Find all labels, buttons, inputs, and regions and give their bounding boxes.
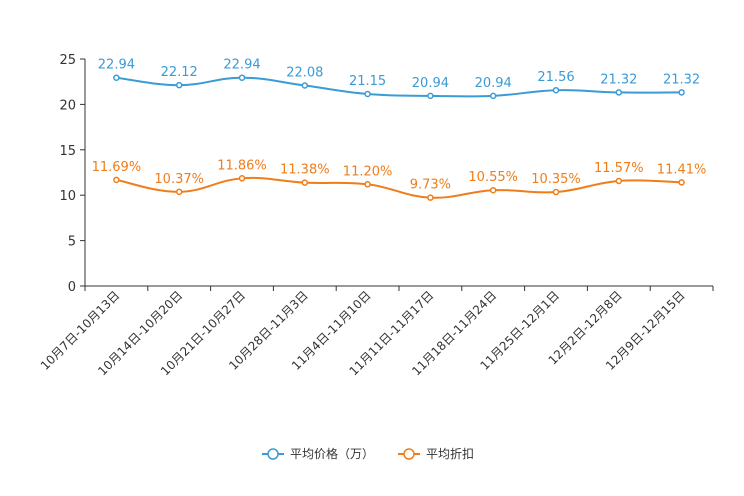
data-point[interactable] xyxy=(301,179,309,186)
legend-label: 平均折扣 xyxy=(426,446,474,461)
data-label: 20.94 xyxy=(475,76,512,91)
data-labels: 22.94 22.12 22.94 22.08 21.15 20.94 20.94 21.56… xyxy=(92,58,707,193)
data-point[interactable] xyxy=(364,181,371,188)
y-tick-label: 0 xyxy=(68,280,76,295)
data-label: 22.94 xyxy=(98,58,135,73)
data-point[interactable] xyxy=(678,179,685,186)
data-point[interactable] xyxy=(489,186,497,194)
data-label: 11.38% xyxy=(280,163,330,178)
y-tick-label: 20 xyxy=(59,98,76,113)
data-label: 10.35% xyxy=(531,172,581,187)
series-line-1 xyxy=(116,76,682,98)
data-point[interactable] xyxy=(238,175,246,182)
axes: 051015202510月7日-10月13日10月14日-10月20日10月21… xyxy=(38,53,714,378)
data-point[interactable] xyxy=(175,188,183,196)
data-label: 11.20% xyxy=(343,164,393,179)
data-label: 9.73% xyxy=(410,178,451,193)
legend-item-1[interactable]: 平均价格（万） xyxy=(262,446,374,461)
data-label: 20.94 xyxy=(412,76,449,91)
data-point[interactable] xyxy=(427,194,434,201)
data-point[interactable] xyxy=(113,74,120,81)
data-label: 22.94 xyxy=(223,58,260,73)
data-label: 11.86% xyxy=(217,158,267,173)
data-point[interactable] xyxy=(301,82,309,89)
data-point[interactable] xyxy=(552,86,560,94)
data-point[interactable] xyxy=(552,188,560,196)
data-label: 21.32 xyxy=(600,72,637,87)
data-point[interactable] xyxy=(678,89,685,96)
series-line-2 xyxy=(116,176,682,199)
data-point[interactable] xyxy=(175,81,183,89)
legend-label: 平均价格（万） xyxy=(290,446,374,461)
data-point[interactable] xyxy=(364,90,371,98)
data-label: 10.37% xyxy=(154,172,204,187)
legend-item-2[interactable]: 平均折扣 xyxy=(398,446,474,461)
data-point[interactable] xyxy=(427,92,434,100)
data-label: 21.15 xyxy=(349,74,386,89)
legend-marker-icon xyxy=(267,448,279,460)
legend[interactable]: 平均价格（万） 平均折扣 xyxy=(262,446,474,461)
data-label: 11.41% xyxy=(657,162,707,177)
y-tick-label: 25 xyxy=(59,53,76,68)
data-point[interactable] xyxy=(489,92,497,100)
data-label: 11.57% xyxy=(594,161,644,176)
data-point[interactable] xyxy=(615,177,623,185)
data-label: 21.32 xyxy=(663,72,700,87)
data-point[interactable] xyxy=(238,74,246,81)
data-label: 22.12 xyxy=(161,65,198,80)
data-label: 22.08 xyxy=(286,66,323,81)
series-layer xyxy=(113,74,685,201)
data-point[interactable] xyxy=(615,89,623,96)
legend-marker-icon xyxy=(403,448,415,460)
y-tick-label: 15 xyxy=(59,144,76,159)
data-label: 11.69% xyxy=(92,160,142,175)
data-label: 10.55% xyxy=(468,170,518,185)
data-point[interactable] xyxy=(113,176,120,184)
data-label: 21.56 xyxy=(537,70,574,85)
y-tick-label: 5 xyxy=(68,235,76,250)
y-tick-label: 10 xyxy=(59,189,76,204)
